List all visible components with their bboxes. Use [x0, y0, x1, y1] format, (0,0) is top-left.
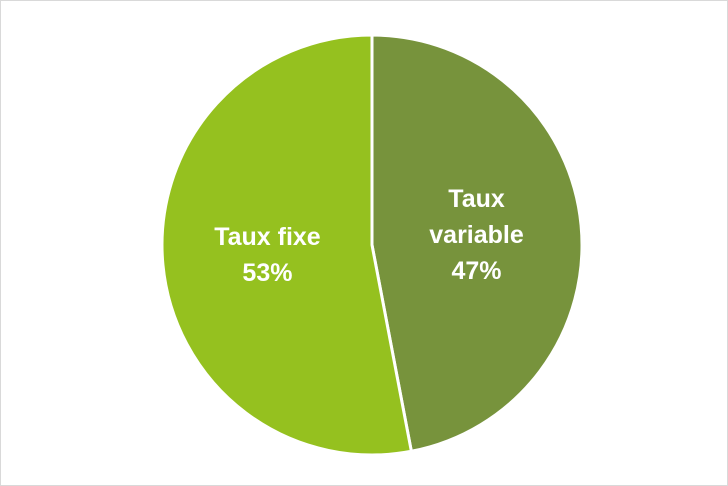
category-label: Taux variable — [429, 185, 524, 250]
value-label: 53% — [242, 258, 293, 287]
value-label: 47% — [451, 257, 502, 286]
slice-label: Taux variable 47% — [402, 181, 552, 289]
slice-label: Taux fixe 53% — [192, 219, 342, 291]
pie-slice — [160, 33, 414, 457]
pie-slice — [370, 33, 584, 454]
category-label: Taux fixe — [214, 222, 321, 251]
